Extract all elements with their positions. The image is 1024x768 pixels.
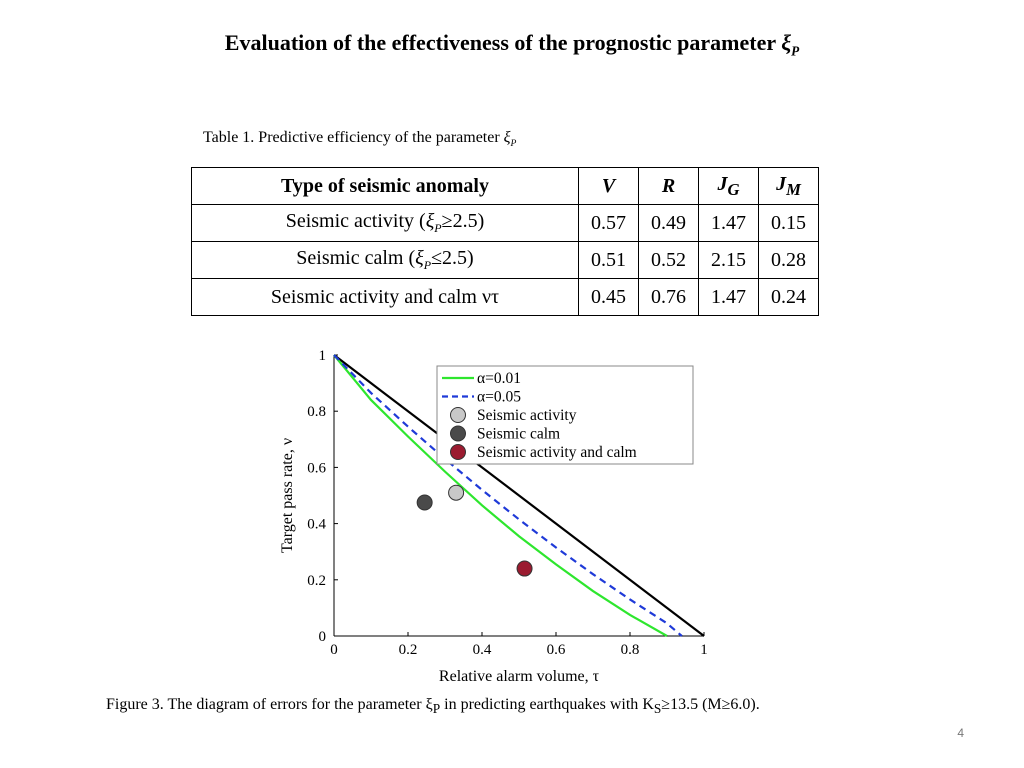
error-diagram-chart: 0 0.2 0.4 0.6 0.8 1 0 0.2 0.4 0.6 0.8 1 Relative ala… [279,348,708,685]
y-tick-label: 0.4 [307,517,326,533]
x-tick-label: 1 [700,642,708,658]
table-caption-subscript: P [510,138,517,150]
cell-v: 0.45 [578,278,639,316]
x-tick-label: 0.2 [399,642,418,658]
cell-jg: 2.15 [698,241,759,279]
x-tick-label: 0 [330,642,338,658]
page-title: Evaluation of the effectiveness of the p… [0,30,1024,59]
title-symbol: ξ [781,30,792,55]
cell-r: 0.49 [638,204,699,242]
table-caption: Table 1. Predictive efficiency of the pa… [203,129,516,149]
table-row: Seismic calm (ξP≤2.5) 0.51 0.52 2.15 0.2… [191,241,819,279]
header-r: R [638,167,699,205]
cell-jg: 1.47 [698,204,759,242]
row-label: Seismic activity (ξP≥2.5) [191,204,579,242]
x-tick-label: 0.8 [621,642,640,658]
header-jg-symbol: J [717,172,728,195]
y-tick-label: 0 [319,629,327,645]
row-label: Seismic activity and calm ντ [191,278,579,316]
page-number: 4 [957,726,964,740]
table-caption-symbol: ξ [503,129,511,146]
figure-caption-middle: in predicting earthquakes with [444,696,639,713]
legend-marker-4 [450,425,466,442]
figure-caption-text: Figure 3. The diagram of errors for the … [106,696,422,713]
row-label: Seismic calm (ξP≤2.5) [191,241,579,279]
row-label-symbol: ξ [415,247,424,269]
legend-label-3: Seismic activity [477,407,577,424]
figure-caption-k: K [642,696,654,713]
title-subscript: P [791,43,800,59]
table-row: Seismic activity and calm ντ 0.45 0.76 1… [191,278,819,316]
header-jm-symbol: J [776,172,787,195]
figure-caption-end: ≥6.0). [721,696,760,713]
header-jg: JG [698,167,759,205]
legend-marker-5 [450,444,466,460]
x-axis-label: Relative alarm volume, τ [439,668,600,685]
y-tick-label: 1 [319,348,327,364]
y-tick-label: 0.8 [307,404,326,420]
table-row: Seismic activity (ξP≥2.5) 0.57 0.49 1.47… [191,204,819,242]
figure-caption-condition: ≥13.5 ( [661,696,708,713]
row-label-post: ≥2.5) [441,210,485,232]
x-tick-label: 0.4 [473,642,492,658]
y-tick-label: 0.6 [307,460,326,476]
row-label-pre: Seismic activity and calm ντ [270,285,500,308]
table-caption-text: Table 1. Predictive efficiency of the pa… [203,129,500,146]
legend-label-5: Seismic activity and calm [477,444,637,461]
header-jg-subscript: G [727,179,740,199]
cell-r: 0.52 [638,241,699,279]
header-v: V [578,167,639,205]
figure-caption-k-subscript: S [653,701,662,717]
cell-v: 0.51 [578,241,639,279]
row-label-subscript: P [434,221,442,235]
legend-box [436,365,694,465]
series-line-1 [333,354,668,637]
header-jm-subscript: M [786,179,801,199]
legend-label-4: Seismic calm [477,426,560,443]
data-point-3 [448,484,465,501]
legend-label-1: α=0.01 [477,370,521,387]
row-label-post: ≤2.5) [431,247,474,269]
series-line-2 [333,354,683,637]
table-header-row: Type of seismic anomaly V R JG JM [191,167,819,205]
y-axis-label: Target pass rate, ν [279,438,296,553]
title-text: Evaluation of the effectiveness of the p… [224,30,776,55]
cell-jg: 1.47 [698,278,759,316]
cell-jm: 0.24 [758,278,819,316]
figure-caption-subscript: P [432,701,441,717]
data-point-5 [516,560,533,577]
data-point-4 [416,494,433,511]
row-label-pre: Seismic activity ( [285,210,426,232]
legend-marker-3 [450,407,466,423]
row-label-subscript: P [423,258,432,272]
legend-label-2: α=0.05 [477,389,521,406]
figure-caption: Figure 3. The diagram of errors for the … [106,696,760,717]
cell-jm: 0.28 [758,241,819,279]
y-tick-label: 0.2 [307,573,326,589]
cell-jm: 0.15 [758,204,819,242]
header-jm: JM [758,167,819,205]
predictive-efficiency-table: Type of seismic anomaly V R JG JM Seismi… [191,167,819,316]
figure-caption-symbol: ξ [425,696,433,713]
cell-v: 0.57 [578,204,639,242]
figure-caption-m: M [707,696,722,713]
header-anomaly-type: Type of seismic anomaly [191,167,579,205]
series-line-0 [333,354,705,637]
x-tick-label: 0.6 [547,642,566,658]
cell-r: 0.76 [638,278,699,316]
row-label-pre: Seismic calm ( [296,247,416,269]
row-label-symbol: ξ [425,210,435,232]
